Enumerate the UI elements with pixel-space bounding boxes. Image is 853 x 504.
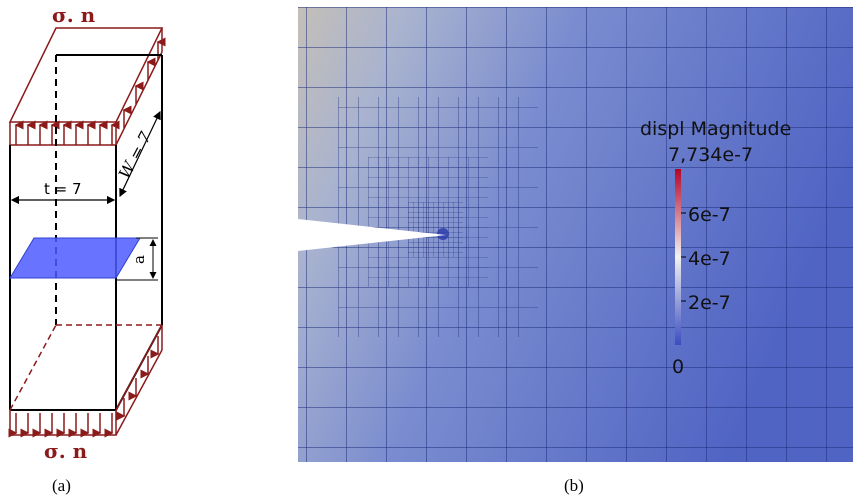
legend-min: 0 [672, 356, 684, 378]
top-load-box [8, 27, 164, 146]
color-bar-ticks [681, 212, 686, 302]
color-bar [675, 169, 681, 345]
legend-tick-6e-7: 6e-7 [688, 204, 731, 226]
crack-tip [437, 228, 449, 240]
mesh-plot: displ Magnitude 7,734e-7 6e-7 4e-7 2e-7 … [298, 7, 853, 462]
bottom-load-box [9, 324, 163, 436]
crack-label: a [130, 255, 148, 264]
caption-b: (b) [564, 476, 584, 495]
crack-dimension [116, 237, 158, 281]
top-load-label: σ. n [52, 3, 96, 27]
specimen-diagram: σ. n [8, 3, 166, 463]
thickness-label: t = 7 [44, 180, 82, 198]
width-dimension [119, 110, 161, 198]
displacement-plot: displ Magnitude 7,734e-7 6e-7 4e-7 2e-7 … [298, 7, 853, 462]
top-load-arrows [14, 37, 166, 145]
caption-a: (a) [52, 476, 71, 495]
mesh-refined-3 [408, 202, 463, 257]
legend-max: 7,734e-7 [668, 144, 753, 166]
legend-title: displ Magnitude [640, 118, 791, 140]
specimen-frame [9, 54, 163, 411]
bottom-load-arrows [8, 336, 160, 438]
legend-tick-2e-7: 2e-7 [688, 292, 731, 314]
crack-plane [9, 237, 141, 279]
legend-tick-4e-7: 4e-7 [688, 248, 731, 270]
crack-notch [298, 219, 446, 251]
bottom-load-label: σ. n [44, 439, 88, 463]
